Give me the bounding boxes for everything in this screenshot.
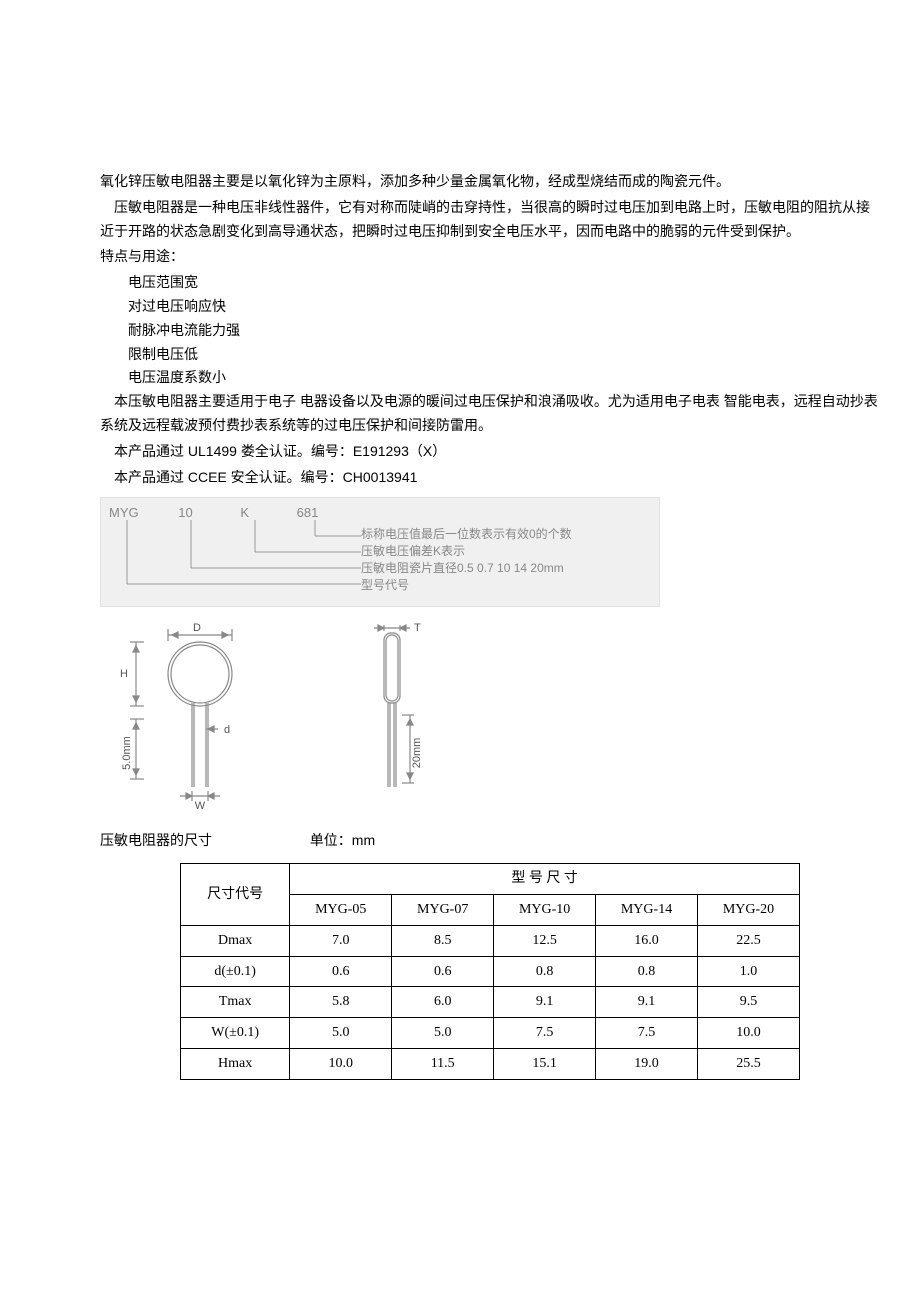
label-desc: 压敏电压偏差K表示 [361, 543, 572, 560]
drawing-front: D H d W 5.0mm [100, 619, 280, 809]
cert-ccee: 本产品通过 CCEE 安全认证。编号：CH0013941 [100, 466, 880, 490]
dim-row-label: Dmax [181, 925, 290, 956]
dim-cell: 5.0 [392, 1018, 494, 1049]
label-desc: 标称电压值最后一位数表示有效0的个数 [361, 526, 572, 543]
feature-item: 电压温度系数小 [128, 366, 880, 390]
table-row: Dmax7.08.512.516.022.5 [181, 925, 800, 956]
dim-col: MYG-07 [392, 894, 494, 925]
dim-col: MYG-20 [698, 894, 800, 925]
dim-d-label: d [224, 724, 230, 736]
intro-p2: 压敏电阻器是一种电压非线性器件，它有对称而陡峭的击穿持性，当很高的瞬时过电压加到… [100, 196, 880, 244]
dim-cell: 0.6 [290, 956, 392, 987]
dim-cell: 5.0 [290, 1018, 392, 1049]
dim-cell: 0.6 [392, 956, 494, 987]
dim-col: MYG-10 [494, 894, 596, 925]
table-row: Tmax5.86.09.19.19.5 [181, 987, 800, 1018]
features-label: 特点与用途： [100, 245, 880, 269]
dim-5mm-label: 5.0mm [121, 737, 133, 771]
dim-cell: 19.0 [596, 1048, 698, 1079]
dim-cell: 22.5 [698, 925, 800, 956]
dimension-drawings: D H d W 5.0mm [100, 619, 880, 809]
feature-item: 对过电压响应快 [128, 295, 880, 319]
dim-table-title: 压敏电阻器的尺寸 单位：mm [100, 829, 880, 853]
dim-col: MYG-05 [290, 894, 392, 925]
dim-cell: 7.5 [494, 1018, 596, 1049]
dim-cell: 10.0 [290, 1048, 392, 1079]
dim-row-label: Hmax [181, 1048, 290, 1079]
table-row: Hmax10.011.515.119.025.5 [181, 1048, 800, 1079]
drawing-side: T 20mm [340, 619, 460, 809]
label-desc: 压敏电阻瓷片直径0.5 0.7 10 14 20mm [361, 560, 572, 577]
intro-p3: 本压敏电阻器主要适用于电子 电器设备以及电源的暖间过电压保护和浪涌吸收。尤为适用… [100, 390, 880, 438]
dim-cell: 12.5 [494, 925, 596, 956]
dim-cell: 6.0 [392, 987, 494, 1018]
dim-row-label: W(±0.1) [181, 1018, 290, 1049]
table-row: W(±0.1)5.05.07.57.510.0 [181, 1018, 800, 1049]
dim-cell: 9.1 [494, 987, 596, 1018]
dim-D-label: D [193, 622, 201, 634]
dim-cell: 10.0 [698, 1018, 800, 1049]
feature-item: 耐脉冲电流能力强 [128, 319, 880, 343]
label-desc: 型号代号 [361, 577, 572, 594]
dim-row-label: d(±0.1) [181, 956, 290, 987]
feature-item: 电压范围宽 [128, 271, 880, 295]
dim-cell: 7.0 [290, 925, 392, 956]
dim-row-label: Tmax [181, 987, 290, 1018]
dim-cell: 1.0 [698, 956, 800, 987]
dim-cell: 5.8 [290, 987, 392, 1018]
dim-rowheader: 尺寸代号 [181, 864, 290, 926]
table-row: d(±0.1)0.60.60.80.81.0 [181, 956, 800, 987]
label-diagram-descs: 标称电压值最后一位数表示有效0的个数 压敏电压偏差K表示 压敏电阻瓷片直径0.5… [361, 526, 572, 593]
dimension-table: 尺寸代号 型 号 尺 寸 MYG-05 MYG-07 MYG-10 MYG-14… [180, 863, 800, 1080]
cert-ul: 本产品通过 UL1499 娄全认证。编号：E191293（X） [100, 440, 880, 464]
dim-title-right: 单位：mm [310, 832, 375, 848]
dim-cell: 7.5 [596, 1018, 698, 1049]
dim-cell: 25.5 [698, 1048, 800, 1079]
dim-T-label: T [414, 622, 421, 634]
intro-p1: 氧化锌压敏电阻器主要是以氧化锌为主原料，添加多种少量金属氧化物，经成型烧结而成的… [100, 170, 880, 194]
dim-cell: 11.5 [392, 1048, 494, 1079]
dim-cell: 9.1 [596, 987, 698, 1018]
dim-title-left: 压敏电阻器的尺寸 [100, 832, 212, 848]
dim-col: MYG-14 [596, 894, 698, 925]
dim-group-header: 型 号 尺 寸 [290, 864, 800, 895]
dim-W-label: W [195, 800, 206, 809]
dim-20mm-label: 20mm [411, 738, 423, 769]
dim-cell: 0.8 [596, 956, 698, 987]
label-diagram: MYG 10 K 681 标称电压值最后一位数表示有效0的个数 压敏电压偏差K表… [100, 497, 660, 607]
dim-cell: 16.0 [596, 925, 698, 956]
dim-cell: 15.1 [494, 1048, 596, 1079]
dim-cell: 9.5 [698, 987, 800, 1018]
features-list: 电压范围宽 对过电压响应快 耐脉冲电流能力强 限制电压低 电压温度系数小 [100, 271, 880, 390]
dim-H-label: H [120, 668, 128, 680]
feature-item: 限制电压低 [128, 343, 880, 367]
dim-cell: 8.5 [392, 925, 494, 956]
dim-cell: 0.8 [494, 956, 596, 987]
